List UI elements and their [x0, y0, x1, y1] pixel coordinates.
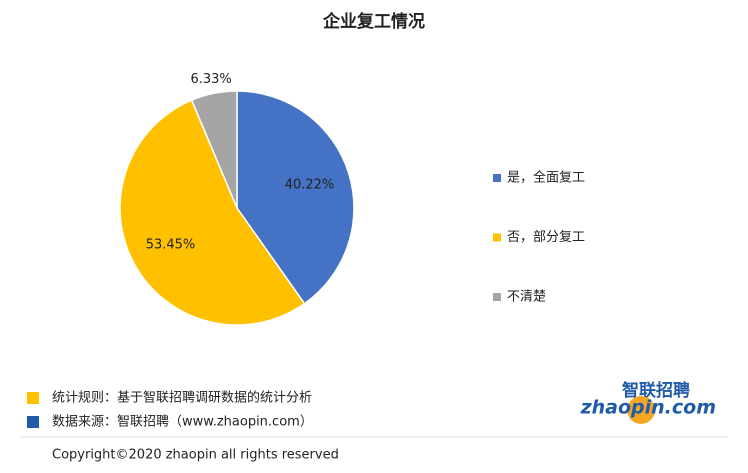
legend-swatch: [493, 293, 501, 301]
notes: 统计规则：基于智联招聘调研数据的统计分析数据来源：智联招聘（www.zhaopi…: [27, 390, 313, 430]
copyright: Copyright©2020 zhaopin all rights reserv…: [52, 448, 339, 463]
pie-slice: [119, 99, 306, 326]
note-swatch: [27, 416, 39, 428]
logo-circle: [627, 396, 655, 424]
legend-label: 否，部分复工: [507, 230, 585, 245]
data-label: 53.45%: [146, 237, 196, 252]
pie: 40.22% 53.45% 6.33%: [119, 72, 355, 326]
legend-label: 不清楚: [507, 290, 546, 305]
logo-en: zhaopin.com: [580, 397, 716, 419]
legend-label: 是，全面复工: [507, 170, 585, 186]
pie-slice: [236, 90, 355, 305]
note-text: 数据来源：智联招聘（www.zhaopin.com）: [52, 415, 313, 430]
logo-cn: 智联招聘: [622, 380, 690, 401]
legend-swatch: [493, 174, 501, 182]
chart-title: 企业复工情况: [322, 11, 425, 32]
pie-slice: [190, 90, 238, 209]
legend-swatch: [493, 233, 501, 242]
data-label: 6.33%: [190, 72, 231, 87]
note-text: 统计规则：基于智联招聘调研数据的统计分析: [52, 390, 312, 406]
data-label: 40.22%: [285, 177, 335, 192]
note-swatch: [27, 392, 39, 404]
